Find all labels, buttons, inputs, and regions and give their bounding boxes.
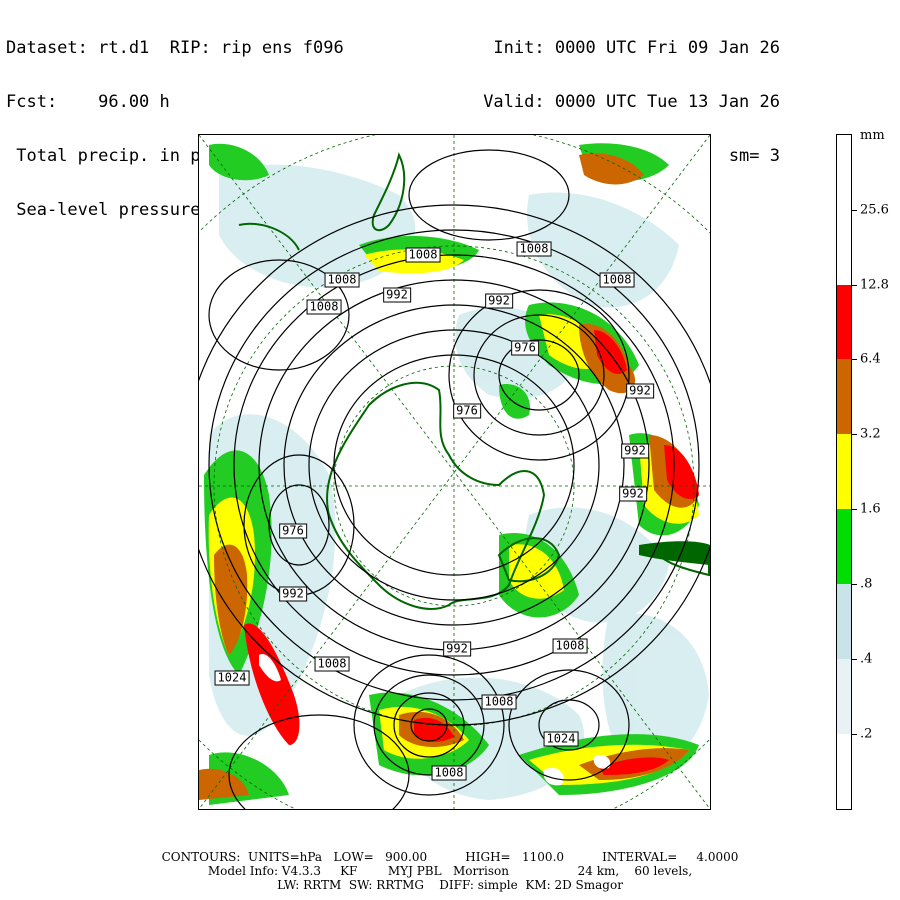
colorbar-segment	[837, 584, 851, 659]
map-panel: 1008 1008 1008 1008 1008 992 992 976 992…	[198, 134, 711, 810]
colorbar-tick	[851, 210, 857, 211]
colorbar-segment	[837, 734, 851, 809]
isobar-label: 1008	[431, 765, 467, 781]
isobar-label: 976	[511, 340, 539, 356]
colorbar-tick	[851, 434, 857, 435]
footer-contours: CONTOURS: UNITS=hPa LOW= 900.00 HIGH= 11…	[161, 850, 739, 864]
colorbar-tick	[851, 734, 857, 735]
colorbar-label: 3.2	[860, 426, 881, 442]
smoothing: sm= 3	[728, 146, 780, 166]
isobar-label: 1024	[214, 670, 250, 686]
isobar-label: 1008	[516, 241, 552, 257]
isobars	[199, 149, 710, 809]
colorbar-tick	[851, 584, 857, 585]
header-right: Init: 0000 UTC Fri 09 Jan 26 Valid: 0000…	[483, 3, 780, 183]
colorbar-label: 6.4	[860, 351, 881, 367]
isobar-label: 1008	[306, 299, 342, 315]
isobar-label: 1008	[552, 638, 588, 654]
colorbar-label: 12.8	[860, 277, 889, 293]
footer-info: CONTOURS: UNITS=hPa LOW= 900.00 HIGH= 11…	[0, 850, 900, 892]
isobar-label: 992	[619, 486, 647, 502]
colorbar-label: .8	[860, 576, 873, 592]
map-canvas	[199, 135, 710, 809]
init-time: Init: 0000 UTC Fri 09 Jan 26	[493, 38, 780, 58]
colorbar-segment	[837, 135, 851, 210]
isobar-label: 992	[485, 293, 513, 309]
forecast-line: Fcst: 96.00 h	[6, 92, 170, 112]
colorbar-segment	[837, 509, 851, 584]
colorbar-tick	[851, 285, 857, 286]
colorbar	[836, 134, 857, 810]
colorbar-tick	[851, 359, 857, 360]
isobar-label: 992	[383, 287, 411, 303]
isobar-label: 992	[443, 641, 471, 657]
colorbar-label: 25.6	[860, 202, 889, 218]
colorbar-tick	[851, 659, 857, 660]
colorbar-segment	[837, 285, 851, 359]
isobar-label: 1008	[405, 247, 441, 263]
dataset-line: Dataset: rt.d1 RIP: rip ens f096	[6, 38, 344, 58]
colorbar-tick	[851, 509, 857, 510]
footer-model-info: Model Info: V4.3.3 KF MYJ PBL Morrison 2…	[207, 864, 693, 878]
isobar-label: 992	[621, 443, 649, 459]
colorbar-segment	[837, 659, 851, 734]
isobar-label: 992	[279, 586, 307, 602]
colorbar-segment	[837, 434, 851, 509]
colorbar-label: 1.6	[860, 501, 881, 517]
colorbar-unit: mm	[860, 128, 885, 143]
colorbar-label: .2	[860, 726, 873, 742]
graticule	[199, 135, 710, 809]
isobar-label: 1008	[481, 694, 517, 710]
isobar-label: 976	[279, 523, 307, 539]
colorbar-label: .4	[860, 651, 873, 667]
valid-time: Valid: 0000 UTC Tue 13 Jan 26	[483, 92, 780, 112]
footer-physics: LW: RRTM SW: RRTMG DIFF: simple KM: 2D S…	[277, 878, 623, 892]
isobar-label: 1024	[543, 731, 579, 747]
isobar-label: 1008	[324, 272, 360, 288]
isobar-label: 1008	[599, 272, 635, 288]
colorbar-segment	[837, 359, 851, 434]
isobar-label: 1008	[314, 656, 350, 672]
isobar-label: 992	[626, 383, 654, 399]
isobar-label: 976	[453, 403, 481, 419]
